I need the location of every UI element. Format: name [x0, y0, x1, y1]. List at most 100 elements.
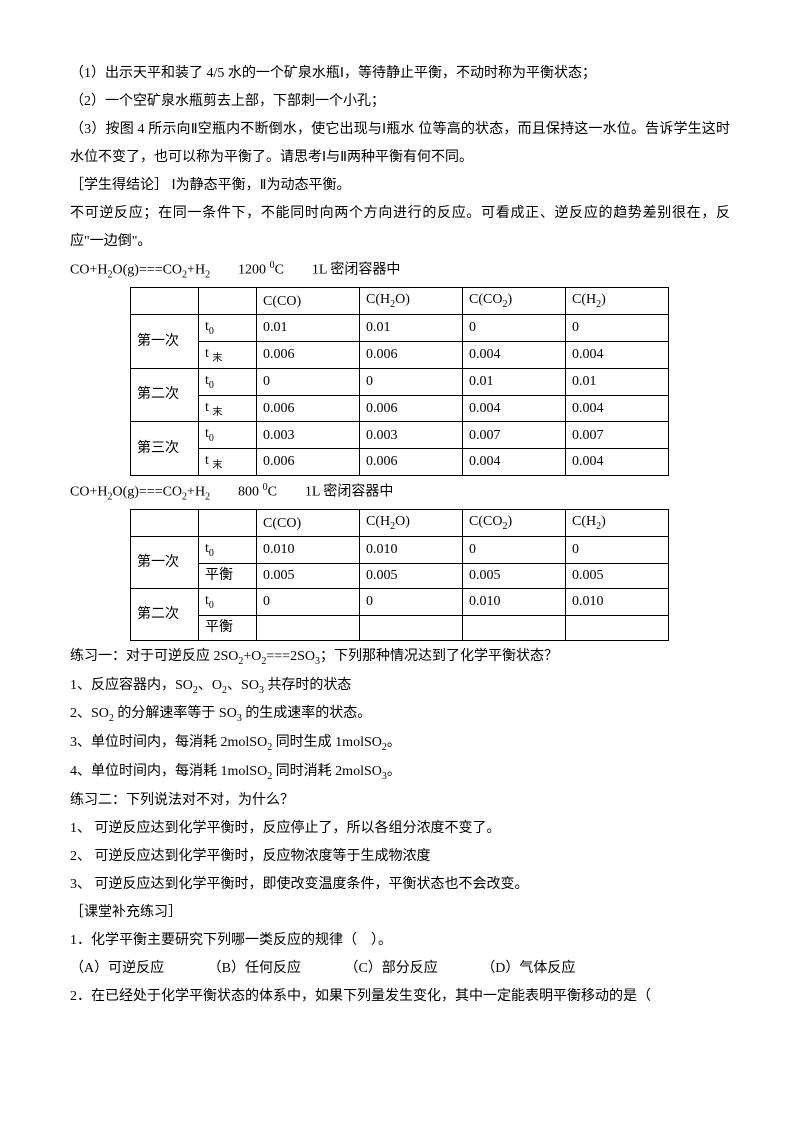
cell: 0.003: [360, 422, 463, 449]
eq1-part: O(g)===CO: [112, 263, 182, 278]
time-label: 平衡: [199, 564, 257, 589]
cell: 0.007: [566, 422, 669, 449]
cell: 0.006: [257, 449, 360, 476]
cell: 0.006: [360, 449, 463, 476]
cell: 0.01: [463, 368, 566, 395]
row-header: 第一次: [131, 315, 199, 369]
exercise-1-item: 1、反应容器内，SO2、O2、SO3 共存时的状态: [70, 672, 730, 701]
exercise-2-item: 1、 可逆反应达到化学平衡时，反应停止了，所以各组分浓度不变了。: [70, 815, 730, 843]
cell: 0.004: [463, 395, 566, 422]
exercise-2-title: 练习二：下列说法对不对，为什么？: [70, 787, 730, 815]
option-b: （B）任何反应: [208, 955, 301, 983]
cell: 0.01: [360, 315, 463, 342]
option-a: （A）可逆反应: [70, 955, 164, 983]
table-row: t 末 0.0060.0060.0040.004: [131, 449, 669, 476]
row-header: 第二次: [131, 589, 199, 641]
cell: 0: [566, 315, 669, 342]
option-c: （C）部分反应: [344, 955, 437, 983]
cell: 0.005: [257, 564, 360, 589]
eq2-part: C 1L 密闭容器中: [268, 485, 394, 500]
exercise-1-item: 2、SO2 的分解速率等于 SO3 的生成速率的状态。: [70, 700, 730, 729]
col-header: C(H2O): [360, 510, 463, 537]
table-row: C(CO) C(H2O) C(CO2) C(H2): [131, 510, 669, 537]
table-row: 第一次 t0 0.010.0100: [131, 315, 669, 342]
cell: 0.005: [566, 564, 669, 589]
table-row: 第一次 t0 0.0100.01000: [131, 537, 669, 564]
time-label: t0: [199, 589, 257, 616]
equation-2: CO+H2O(g)===CO2+H2 800 0C 1L 密闭容器中: [70, 478, 730, 507]
cell: 0: [463, 537, 566, 564]
cell: 0.006: [257, 395, 360, 422]
time-label: t0: [199, 315, 257, 342]
table-row: 第二次 t0 000.0100.010: [131, 589, 669, 616]
cell: 0.004: [463, 342, 566, 369]
cell: 0: [257, 589, 360, 616]
para-3: （3）按图 4 所示向Ⅱ空瓶内不断倒水，使它出现与Ⅰ瓶水 位等高的状态，而且保持…: [70, 116, 730, 172]
time-label: t 末: [199, 395, 257, 422]
col-header: C(CO2): [463, 288, 566, 315]
cell: 0.004: [463, 449, 566, 476]
cell: 0.004: [566, 395, 669, 422]
table-row: t 末 0.0060.0060.0040.004: [131, 342, 669, 369]
col-header: C(H2): [566, 288, 669, 315]
exercise-2-item: 2、 可逆反应达到化学平衡时，反应物浓度等于生成物浓度: [70, 843, 730, 871]
col-header: C(CO2): [463, 510, 566, 537]
cell: 0.003: [257, 422, 360, 449]
cell: 0.007: [463, 422, 566, 449]
row-header: 第一次: [131, 537, 199, 589]
cell: 0.004: [566, 449, 669, 476]
time-label: t 末: [199, 449, 257, 476]
table-row: C(CO) C(H2O) C(CO2) C(H2): [131, 288, 669, 315]
exercise-1-title: 练习一：对于可逆反应 2SO2+O2===2SO3；下列那种情况达到了化学平衡状…: [70, 643, 730, 672]
cell: 0.006: [360, 395, 463, 422]
cell: 0.004: [566, 342, 669, 369]
eq2-part: O(g)===CO: [112, 485, 182, 500]
cell: 0.01: [257, 315, 360, 342]
data-table-2: C(CO) C(H2O) C(CO2) C(H2) 第一次 t0 0.0100.…: [130, 509, 669, 640]
col-header: C(CO): [257, 288, 360, 315]
option-d: （D）气体反应: [481, 955, 575, 983]
cell: 0: [360, 589, 463, 616]
cell: 0.01: [566, 368, 669, 395]
col-header: C(CO): [257, 510, 360, 537]
time-label: t0: [199, 368, 257, 395]
eq1-part: 1200: [210, 263, 270, 278]
eq1-part: CO+H: [70, 263, 107, 278]
cell: 0.010: [463, 589, 566, 616]
cell: 0.010: [566, 589, 669, 616]
exercise-2-item: 3、 可逆反应达到化学平衡时，即使改变温度条件，平衡状态也不会改变。: [70, 871, 730, 899]
data-table-1: C(CO) C(H2O) C(CO2) C(H2) 第一次 t0 0.010.0…: [130, 287, 669, 476]
time-label: t0: [199, 422, 257, 449]
table-row: 平衡: [131, 615, 669, 640]
exercise-1-item: 4、单位时间内，每消耗 1molSO2 同时消耗 2molSO3。: [70, 758, 730, 787]
para-4: ［学生得结论］ Ⅰ为静态平衡，Ⅱ为动态平衡。: [70, 172, 730, 200]
question-1-options: （A）可逆反应 （B）任何反应 （C）部分反应 （D）气体反应: [70, 955, 730, 983]
cell: [257, 615, 360, 640]
cell: 0.005: [463, 564, 566, 589]
cell: 0.005: [360, 564, 463, 589]
cell: 0: [257, 368, 360, 395]
time-label: t 末: [199, 342, 257, 369]
eq2-part: +H: [187, 485, 205, 500]
cell: 0: [566, 537, 669, 564]
table-row: 平衡 0.0050.0050.0050.005: [131, 564, 669, 589]
col-header: C(H2): [566, 510, 669, 537]
table-row: 第二次 t0 000.010.01: [131, 368, 669, 395]
eq2-part: 800: [210, 485, 263, 500]
time-label: 平衡: [199, 615, 257, 640]
row-header: 第三次: [131, 422, 199, 476]
col-header: C(H2O): [360, 288, 463, 315]
cell: [360, 615, 463, 640]
para-1: （1）出示天平和装了 4/5 水的一个矿泉水瓶Ⅰ，等待静止平衡，不动时称为平衡状…: [70, 60, 730, 88]
cell: 0: [360, 368, 463, 395]
para-2: （2）一个空矿泉水瓶剪去上部，下部刺一个小孔；: [70, 88, 730, 116]
cell: 0.010: [257, 537, 360, 564]
exercise-1-item: 3、单位时间内，每消耗 2molSO2 同时生成 1molSO2。: [70, 729, 730, 758]
table-row: 第三次 t0 0.0030.0030.0070.007: [131, 422, 669, 449]
cell: [463, 615, 566, 640]
cell: [566, 615, 669, 640]
equation-1: CO+H2O(g)===CO2+H2 1200 0C 1L 密闭容器中: [70, 256, 730, 285]
time-label: t0: [199, 537, 257, 564]
cell: 0.006: [360, 342, 463, 369]
cell: 0.006: [257, 342, 360, 369]
